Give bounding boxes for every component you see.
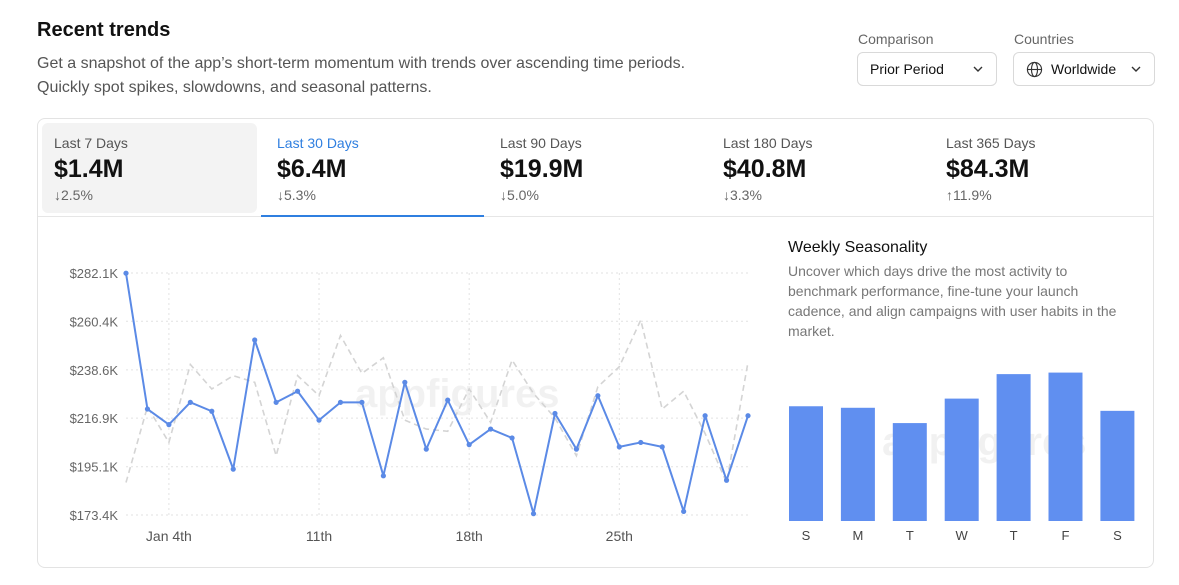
tab-label: Last 180 Days [723,135,813,151]
tab-label: Last 90 Days [500,135,582,151]
section-subtitle: Get a snapshot of the app’s short-term m… [37,55,686,96]
tab-value: $40.8M [723,155,807,183]
globe-icon [1026,61,1043,78]
tab-value: $84.3M [946,155,1030,183]
tab-last-90-days[interactable]: Last 90 Days $19.9M ↓5.0% [488,123,707,216]
watermark-logo: appfigures [882,420,1087,464]
tab-label: Last 7 Days [54,135,128,151]
chevron-down-icon [1131,66,1141,72]
tab-last-180-days[interactable]: Last 180 Days $40.8M ↓3.3% [711,123,930,216]
tab-change: ↓3.3% [723,187,762,203]
tab-change: ↓2.5% [54,187,93,203]
tab-change: ↓5.0% [500,187,539,203]
trends-card [37,118,1154,568]
tab-last-7-days[interactable]: Last 7 Days $1.4M ↓2.5% [42,123,257,213]
tab-last-30-days[interactable]: Last 30 Days $6.4M ↓5.3% [261,123,484,217]
tab-change: ↑11.9% [946,187,992,203]
tab-last-365-days[interactable]: Last 365 Days $84.3M ↑11.9% [934,123,1153,216]
seasonality-description: Uncover which days drive the most activi… [788,263,1117,339]
tab-change: ↓5.3% [277,187,316,203]
tab-label: Last 365 Days [946,135,1036,151]
comparison-value: Prior Period [870,61,944,77]
countries-select[interactable]: Worldwide [1013,52,1155,86]
chevron-down-icon [973,66,983,72]
tab-value: $1.4M [54,155,124,183]
comparison-select[interactable]: Prior Period [857,52,997,86]
tab-label: Last 30 Days [277,135,359,151]
tab-value: $19.9M [500,155,584,183]
active-tab-indicator [261,215,484,217]
watermark-logo: appfigures [355,372,560,416]
seasonality-title: Weekly Seasonality [788,239,928,256]
countries-value: Worldwide [1051,61,1117,77]
comparison-label: Comparison [858,31,934,47]
section-title: Recent trends [37,19,171,41]
tab-value: $6.4M [277,155,347,183]
countries-label: Countries [1014,31,1074,47]
tabs-divider [38,216,1153,217]
